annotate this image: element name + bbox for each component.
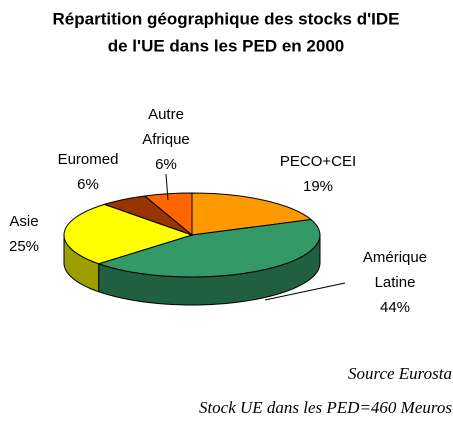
label-line: Autre (148, 106, 184, 123)
label-line: Amérique (363, 249, 427, 266)
stock-note: Stock UE dans les PED=460 Meuros (199, 398, 452, 417)
leader-line (165, 173, 169, 201)
source-note: Source Eurosta (348, 364, 452, 383)
label-line: Afrique (142, 131, 190, 148)
leader-line (264, 282, 346, 301)
value-label: 6% (155, 156, 177, 173)
value-label: 19% (303, 178, 333, 195)
pie-slice (63, 203, 194, 265)
category-label: Asie (9, 213, 38, 230)
label-line: Latine (375, 274, 416, 291)
chart-title: Répartition géographique des stocks d'ID… (53, 9, 400, 28)
pie-slice (191, 192, 313, 236)
category-label: PECO+CEI (280, 153, 356, 170)
chart-title: de l'UE dans les PED en 2000 (108, 36, 344, 55)
category-label: Euromed (58, 151, 119, 168)
value-label: 6% (77, 176, 99, 193)
pie-slice (97, 219, 321, 278)
value-label: 44% (380, 299, 410, 316)
category-label: Amérique Latine (363, 249, 427, 291)
value-label: 25% (9, 238, 39, 255)
category-label: Autre Afrique (142, 106, 190, 148)
